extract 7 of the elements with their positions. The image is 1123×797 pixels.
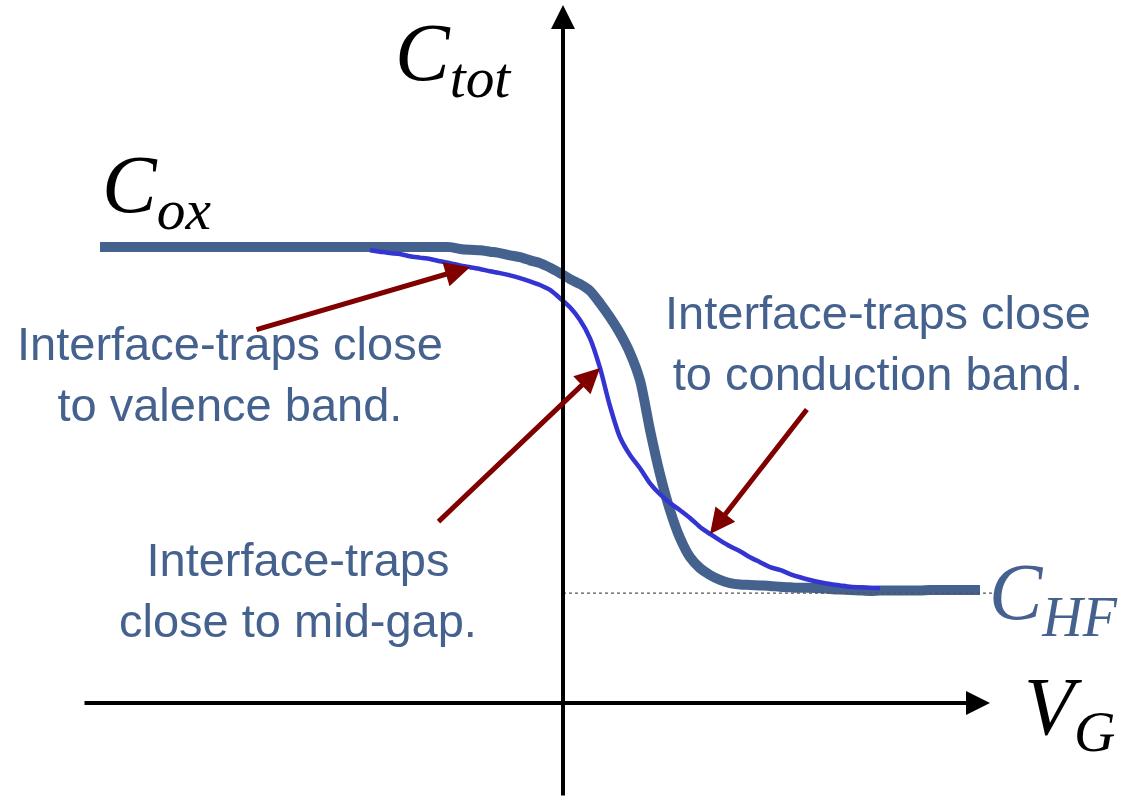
text: C$_{ox}$ <box>102 139 212 242</box>
annotation: C$_{HF}$ <box>989 548 1118 648</box>
x-axis-title: V$_{G}$ <box>1024 661 1116 764</box>
annotation: Interface-traps close to valence band. <box>17 317 443 432</box>
annotation: Interface-traps close to conduction band. <box>665 286 1091 401</box>
annotation: Interface-traps close to mid-gap. <box>119 533 477 648</box>
y-axis-title: C$_{tot}$ <box>395 7 513 110</box>
